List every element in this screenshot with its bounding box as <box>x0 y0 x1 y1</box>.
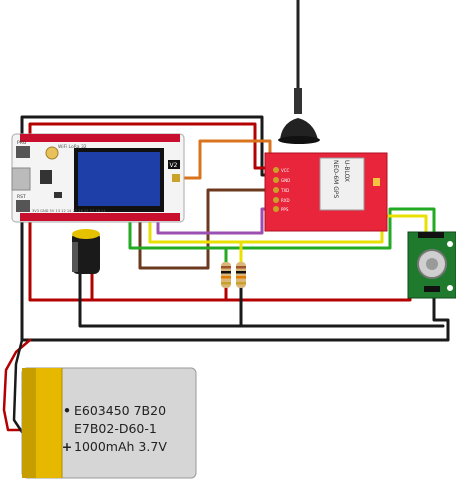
usb-port <box>11 167 31 191</box>
board-brand: WiFi LoRa 32 <box>58 144 87 150</box>
resistor-band <box>236 266 246 269</box>
capacitor <box>72 229 100 274</box>
battery-black-wire <box>12 338 24 434</box>
antenna-collar <box>294 88 302 114</box>
sensor-lens <box>426 258 438 270</box>
battery-label-line-1: • E603450 7B20 <box>60 402 167 420</box>
lora-top-header <box>20 134 180 142</box>
antenna-foot <box>278 136 320 144</box>
resistor-band <box>221 271 231 274</box>
gps-pin-rxd <box>273 197 279 203</box>
gps-led <box>373 178 380 186</box>
gps-pin-label: PPS <box>281 207 289 212</box>
gps-pin-gnd <box>273 177 279 183</box>
prg-button[interactable] <box>16 146 30 158</box>
battery-capacity: 1000mAh 3.7V <box>74 439 167 454</box>
gps-pin-label: RXD <box>281 198 290 203</box>
antenna-connector <box>172 174 180 182</box>
battery <box>21 367 197 479</box>
gps-model-label: NEO-6M GPS <box>332 160 339 199</box>
resistor-band <box>236 282 246 285</box>
gps-pin-label: GND <box>281 178 290 183</box>
gps-pins: VCC GND TXD RXD PPS <box>273 167 290 212</box>
battery-label-line-2: E7B02-D60-1 <box>60 420 167 438</box>
green-wire <box>128 207 436 250</box>
rst-button[interactable] <box>16 200 30 212</box>
sensor-pin-block <box>424 286 440 292</box>
antenna <box>278 0 320 144</box>
pin-labels: 3V3 GND 5V 13 12 14 27 26 25 17 16 21 <box>32 209 106 213</box>
battery-minus-symbol: • <box>63 403 71 418</box>
battery-plus-symbol: + <box>61 439 73 454</box>
sensor-header <box>418 232 444 238</box>
resistor-right <box>236 262 246 288</box>
crystal-gold <box>45 146 59 160</box>
sensor-hole-top <box>447 241 453 247</box>
black-cap-lead <box>78 268 445 328</box>
resistor-band <box>221 266 231 269</box>
sensor-hole-bottom <box>447 285 453 291</box>
gps-pin-label: VCC <box>281 168 290 173</box>
sensor-module <box>407 231 456 299</box>
rst-label: RST <box>17 194 26 200</box>
capacitor-top <box>72 229 100 239</box>
resistor-band <box>221 276 231 279</box>
black-wire-bottom <box>20 216 450 342</box>
resistor-band <box>236 276 246 279</box>
capacitor-body <box>72 232 100 274</box>
battery-code: E7B02-D60-1 <box>74 421 157 436</box>
lora-board: PRG RST WiFi LoRa 32 V2 3V3 GND 5V 13 12… <box>11 133 185 223</box>
gps-brand-label: U-BLOX <box>343 160 350 182</box>
resistor-band <box>221 282 231 285</box>
gps-pin-txd <box>273 187 279 193</box>
resistors <box>221 262 246 288</box>
capacitor-stripe <box>72 242 78 272</box>
lora-bottom-header <box>20 213 180 221</box>
version-label: V2 <box>170 162 178 169</box>
prg-label: PRG <box>17 140 27 146</box>
gps-module: NEO-6M GPS U-BLOX VCC GND TXD RXD PPS <box>264 152 388 232</box>
gps-pin-label: TXD <box>280 188 289 193</box>
antenna-base <box>280 118 318 140</box>
version-badge <box>168 160 180 169</box>
gps-chip <box>319 157 365 211</box>
battery-wrap-shade <box>22 368 36 478</box>
resistor-left <box>221 262 231 288</box>
oled-screen <box>78 152 160 206</box>
regulator-chip <box>40 170 52 184</box>
small-chip <box>54 192 62 198</box>
battery-label-line-3: +1000mAh 3.7V <box>60 438 167 456</box>
gps-pin-vcc <box>273 167 279 173</box>
brown-wire <box>138 188 279 270</box>
resistor-band <box>236 271 246 274</box>
battery-model: E603450 7B20 <box>74 403 167 418</box>
gps-pin-pps <box>273 206 279 212</box>
battery-label: • E603450 7B20 E7B02-D60-1 +1000mAh 3.7V <box>60 402 167 456</box>
